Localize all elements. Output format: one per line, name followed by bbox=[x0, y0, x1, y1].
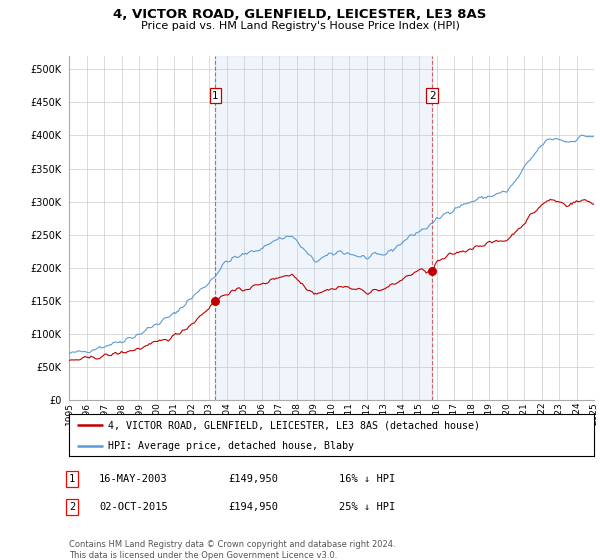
Point bbox=[211, 297, 220, 306]
Point bbox=[427, 267, 437, 276]
Text: 4, VICTOR ROAD, GLENFIELD, LEICESTER, LE3 8AS: 4, VICTOR ROAD, GLENFIELD, LEICESTER, LE… bbox=[113, 8, 487, 21]
Text: 1: 1 bbox=[69, 474, 75, 484]
Bar bbox=[215, 56, 432, 400]
Text: 16% ↓ HPI: 16% ↓ HPI bbox=[339, 474, 395, 484]
Text: 02-OCT-2015: 02-OCT-2015 bbox=[99, 502, 168, 512]
Text: HPI: Average price, detached house, Blaby: HPI: Average price, detached house, Blab… bbox=[109, 441, 355, 451]
Text: 16-MAY-2003: 16-MAY-2003 bbox=[99, 474, 168, 484]
Text: Contains HM Land Registry data © Crown copyright and database right 2024.
This d: Contains HM Land Registry data © Crown c… bbox=[69, 540, 395, 560]
Text: 2: 2 bbox=[69, 502, 75, 512]
Text: £194,950: £194,950 bbox=[228, 502, 278, 512]
Text: 4, VICTOR ROAD, GLENFIELD, LEICESTER, LE3 8AS (detached house): 4, VICTOR ROAD, GLENFIELD, LEICESTER, LE… bbox=[109, 421, 481, 430]
Text: £149,950: £149,950 bbox=[228, 474, 278, 484]
Text: 25% ↓ HPI: 25% ↓ HPI bbox=[339, 502, 395, 512]
Text: Price paid vs. HM Land Registry's House Price Index (HPI): Price paid vs. HM Land Registry's House … bbox=[140, 21, 460, 31]
Text: 2: 2 bbox=[429, 91, 436, 101]
Text: 1: 1 bbox=[212, 91, 219, 101]
